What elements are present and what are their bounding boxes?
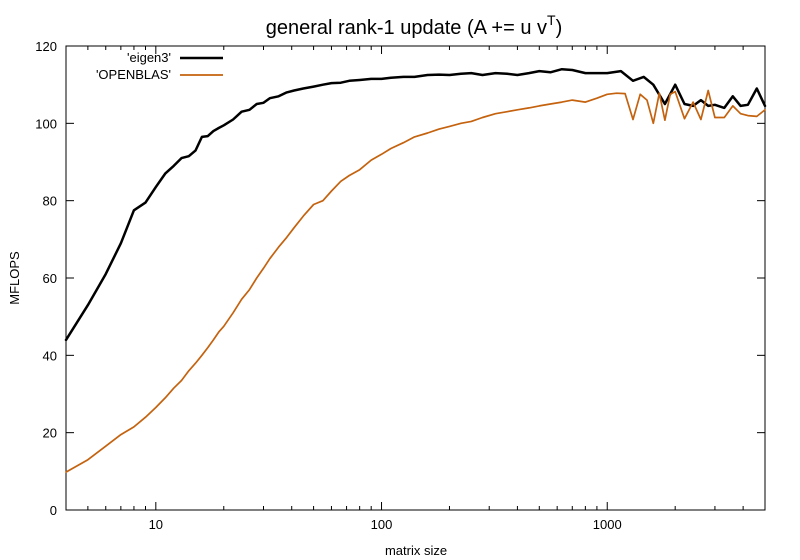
legend-label: 'OPENBLAS' [96,67,171,82]
x-tick-label: 10 [149,517,163,532]
x-tick-label: 1000 [593,517,622,532]
x-axis-label: matrix size [385,543,447,558]
chart-title-close: ) [556,17,563,39]
y-tick-label: 0 [50,503,57,518]
chart-title: general rank-1 update (A += u vT) [266,12,563,39]
chart-title-main: general rank-1 update (A += u v [266,17,547,39]
y-axis-label: MFLOPS [7,251,22,305]
series-line-eigen3 [64,67,767,342]
x-tick-label: 100 [371,517,393,532]
legend-label: 'eigen3' [127,50,171,65]
plot-area [65,45,766,511]
chart-title-superscript: T [547,12,556,28]
y-tick-label: 80 [43,194,57,209]
y-tick-label: 40 [43,348,57,363]
y-tick-label: 100 [35,116,57,131]
y-tick-label: 60 [43,271,57,286]
y-tick-label: 20 [43,426,57,441]
series-line-openblas [65,89,766,473]
legend: 'eigen3' 'OPENBLAS' [96,50,223,82]
y-tick-label: 120 [35,39,57,54]
